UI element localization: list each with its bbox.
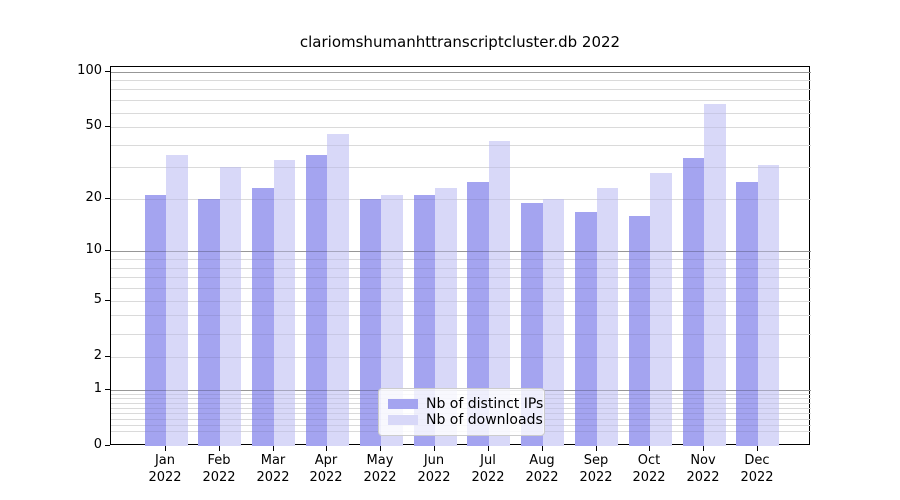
y-tick-label-10: 10 [85, 242, 102, 257]
bar-jun-downloads [435, 188, 457, 446]
bar-sep-downloads [596, 188, 619, 446]
legend-entry-downloads: Nb of downloads [388, 412, 543, 428]
x-tick-label-feb: Feb 2022 [202, 453, 236, 485]
x-tick-label-oct: Oct 2022 [632, 453, 666, 485]
bar-mar-downloads [273, 159, 296, 446]
bar-sep-distinct-ips [575, 211, 597, 446]
x-tick-label-mar: Mar 2022 [256, 453, 290, 485]
bar-jun-distinct-ips [413, 195, 436, 446]
x-tick-mark [488, 446, 489, 451]
x-tick-label-dec: Dec 2022 [740, 453, 774, 485]
y-tick-mark [105, 250, 110, 251]
bar-feb-downloads [219, 167, 242, 446]
x-tick-mark [434, 446, 435, 451]
bar-apr-distinct-ips [305, 155, 328, 446]
bar-jul-downloads [488, 140, 511, 446]
x-tick-mark [165, 446, 166, 451]
y-tick-label-1: 1 [93, 381, 102, 396]
x-tick-label-jun: Jun 2022 [417, 453, 451, 485]
legend-label-downloads: Nb of downloads [426, 412, 543, 428]
minor-gridline [111, 113, 811, 114]
x-tick-mark [380, 446, 381, 451]
bar-oct-distinct-ips [628, 216, 651, 446]
minor-gridline [111, 199, 811, 200]
minor-gridline [111, 89, 811, 90]
y-tick-label-2: 2 [93, 348, 102, 363]
minor-gridline [111, 80, 811, 81]
minor-gridline [111, 334, 811, 335]
major-gridline [111, 251, 811, 252]
bar-dec-downloads [757, 164, 780, 446]
legend-label-distinct-ips: Nb of distinct IPs [426, 396, 544, 412]
y-tick-mark [105, 300, 110, 301]
x-tick-label-may: May 2022 [363, 453, 397, 485]
x-tick-mark [326, 446, 327, 451]
y-tick-label-5: 5 [93, 292, 102, 307]
minor-gridline [111, 145, 811, 146]
minor-gridline [111, 315, 811, 316]
minor-gridline [111, 259, 811, 260]
legend-swatch-downloads [388, 415, 418, 425]
x-tick-label-apr: Apr 2022 [309, 453, 343, 485]
bar-jan-distinct-ips [144, 195, 166, 446]
y-tick-mark [105, 389, 110, 390]
y-tick-label-50: 50 [85, 118, 102, 133]
x-tick-label-nov: Nov 2022 [686, 453, 720, 485]
chart-title: clariomshumanhttranscriptcluster.db 2022 [299, 33, 621, 51]
minor-gridline [111, 357, 811, 358]
minor-gridline [111, 288, 811, 289]
x-tick-mark [596, 446, 597, 451]
bar-nov-downloads [704, 103, 726, 446]
y-tick-mark [105, 126, 110, 127]
legend-entry-distinct-ips: Nb of distinct IPs [388, 396, 543, 412]
bar-apr-downloads [327, 133, 349, 446]
y-tick-mark [105, 356, 110, 357]
y-tick-mark [105, 198, 110, 199]
x-tick-label-jan: Jan 2022 [148, 453, 182, 485]
bar-mar-distinct-ips [252, 188, 274, 446]
x-tick-mark [273, 446, 274, 451]
y-tick-mark [105, 445, 110, 446]
minor-gridline [111, 100, 811, 101]
x-tick-mark [542, 446, 543, 451]
minor-gridline [111, 301, 811, 302]
minor-gridline [111, 167, 811, 168]
x-tick-mark [219, 446, 220, 451]
bar-may-downloads [381, 195, 403, 446]
minor-gridline [111, 277, 811, 278]
x-tick-label-aug: Aug 2022 [525, 453, 559, 485]
bar-jan-downloads [166, 155, 188, 446]
bar-feb-distinct-ips [198, 199, 220, 446]
legend-swatch-distinct-ips [388, 399, 418, 409]
x-tick-mark [649, 446, 650, 451]
bar-aug-distinct-ips [521, 202, 543, 446]
major-gridline [111, 72, 811, 73]
minor-gridline [111, 127, 811, 128]
y-tick-mark [105, 71, 110, 72]
x-tick-label-sep: Sep 2022 [579, 453, 613, 485]
bar-oct-downloads [650, 172, 672, 446]
minor-gridline [111, 268, 811, 269]
x-tick-mark [757, 446, 758, 451]
legend: Nb of distinct IPs Nb of downloads [378, 388, 545, 436]
y-tick-label-0: 0 [93, 437, 102, 452]
bar-aug-downloads [542, 199, 565, 446]
y-tick-label-20: 20 [85, 190, 102, 205]
x-tick-label-jul: Jul 2022 [471, 453, 505, 485]
y-tick-label-100: 100 [77, 63, 102, 78]
bar-jul-distinct-ips [467, 181, 489, 446]
bar-may-distinct-ips [359, 199, 382, 446]
x-tick-mark [703, 446, 704, 451]
bar-dec-distinct-ips [736, 181, 758, 446]
